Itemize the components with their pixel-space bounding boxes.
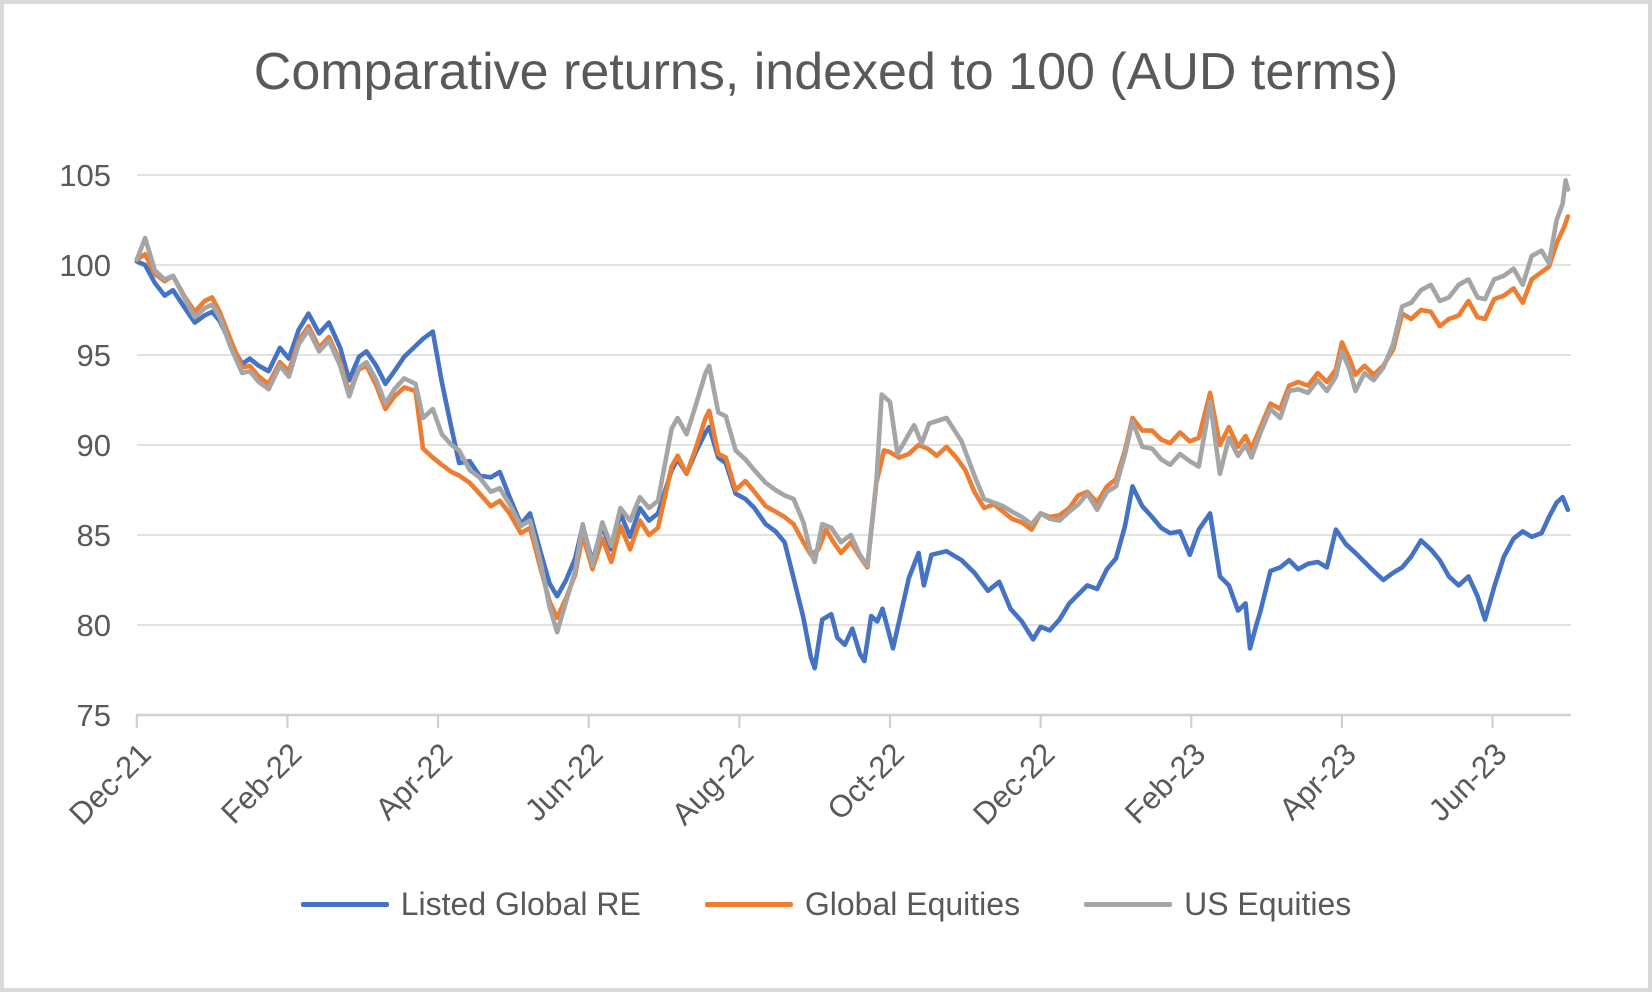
legend-line-swatch [300, 902, 389, 907]
x-tick-label-Dec-21: Dec-21 [62, 736, 157, 831]
legend-item-global-equities: Global Equities [704, 886, 1021, 923]
x-tick-label-Jun-22: Jun-22 [518, 736, 610, 828]
legend-item-us-equities: US Equities [1084, 886, 1351, 923]
series-line-listed-global-re [134, 259, 1571, 671]
x-tick-label-Apr-22: Apr-22 [368, 736, 459, 827]
x-tick-label-Feb-23: Feb-23 [1118, 736, 1212, 830]
x-tick-label-Jun-23: Jun-23 [1422, 736, 1514, 828]
legend-label: Global Equities [804, 886, 1021, 922]
x-tick-label-Oct-22: Oct-22 [820, 736, 911, 827]
chart-title: Comparative returns, indexed to 100 (AUD… [253, 43, 1399, 101]
y-tick-label-90: 90 [77, 428, 111, 463]
line-chart-plot-area: Dec-21 Feb-22 Apr-22 Jun-22 Aug-22 Oct-22 Dec-… [59, 158, 1571, 832]
y-tick-label-105: 105 [59, 158, 111, 193]
legend-line-swatch [1084, 902, 1173, 907]
x-tick-label-Aug-22: Aug-22 [665, 736, 760, 831]
y-tick-label-85: 85 [77, 518, 111, 553]
y-tick-label-75: 75 [77, 698, 111, 733]
y-tick-label-100: 100 [59, 248, 111, 283]
x-tick-label-Feb-22: Feb-22 [214, 736, 308, 830]
legend-line-swatch [704, 902, 793, 907]
legend-label: Listed Global RE [400, 886, 641, 922]
y-tick-label-95: 95 [77, 338, 111, 373]
x-tick-label-Dec-22: Dec-22 [966, 736, 1061, 831]
x-tick-label-Apr-23: Apr-23 [1272, 736, 1363, 827]
legend-label: US Equities [1184, 886, 1352, 922]
series-line-us-equities [134, 178, 1571, 635]
legend-item-listed-global-re: Listed Global RE [300, 886, 641, 923]
chart-legend: Listed Global RE Global Equities US Equiti… [4, 886, 1648, 923]
series-line-global-equities [134, 214, 1571, 621]
y-tick-label-80: 80 [77, 608, 111, 643]
